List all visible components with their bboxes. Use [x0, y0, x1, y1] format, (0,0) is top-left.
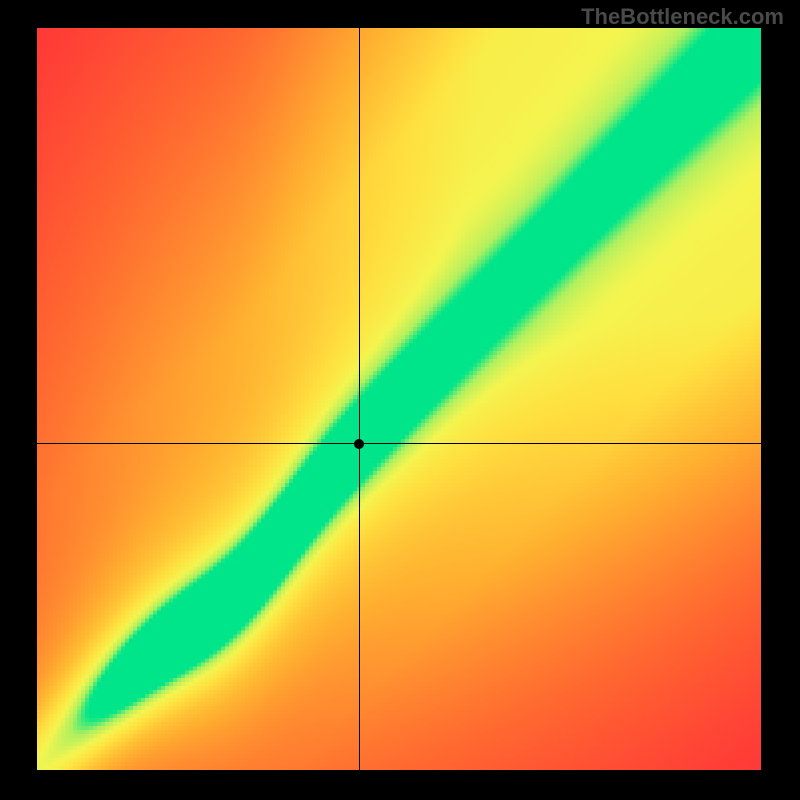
crosshair-horizontal: [37, 443, 761, 444]
watermark-text: TheBottleneck.com: [581, 4, 784, 30]
crosshair-vertical: [359, 28, 360, 770]
chart-container: TheBottleneck.com: [0, 0, 800, 800]
heatmap-canvas: [37, 28, 761, 770]
crosshair-dot: [354, 439, 364, 449]
